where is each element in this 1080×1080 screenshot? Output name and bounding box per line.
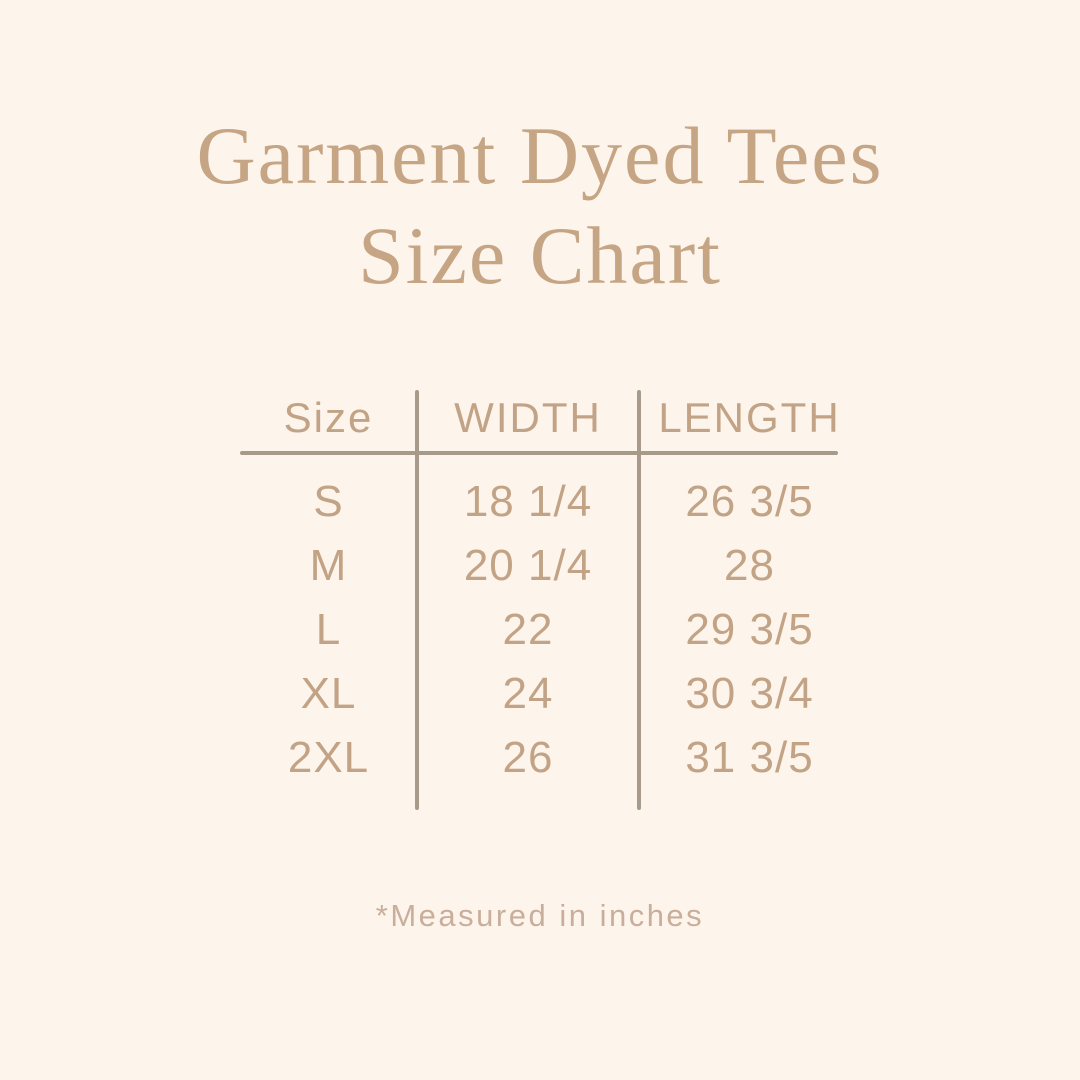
table-row: XL 24 30 3/4 bbox=[240, 662, 860, 726]
length-cell: 30 3/4 bbox=[685, 669, 814, 718]
table-body: S 18 1/4 26 3/5 M 20 1/4 28 L 22 29 3/5 … bbox=[240, 470, 860, 790]
width-cell: 20 1/4 bbox=[463, 541, 593, 590]
width-cell: 18 1/4 bbox=[463, 477, 593, 526]
length-cell: 29 3/5 bbox=[685, 605, 814, 654]
size-cell: L bbox=[315, 605, 342, 654]
width-cell: 22 bbox=[502, 605, 554, 654]
size-cell: M bbox=[309, 541, 348, 590]
measurement-footnote: *Measured in inches bbox=[375, 898, 705, 933]
column-header-width: WIDTH bbox=[454, 394, 602, 441]
table-row: M 20 1/4 28 bbox=[240, 534, 860, 598]
column-header-size: Size bbox=[283, 394, 374, 441]
length-cell: 28 bbox=[724, 541, 775, 590]
header-divider-line bbox=[240, 451, 838, 455]
length-cell: 31 3/5 bbox=[685, 733, 814, 782]
column-header-length: LENGTH bbox=[658, 394, 841, 441]
column-divider-line-1 bbox=[415, 390, 419, 810]
length-cell: 26 3/5 bbox=[685, 477, 814, 526]
page-title-line2: Size Chart bbox=[358, 210, 722, 301]
width-cell: 24 bbox=[502, 669, 554, 718]
size-cell: S bbox=[313, 477, 344, 526]
page-title-line1: Garment Dyed Tees bbox=[196, 110, 884, 201]
size-cell: XL bbox=[300, 669, 357, 718]
table-row: L 22 29 3/5 bbox=[240, 598, 860, 662]
table-header-row: Size WIDTH LENGTH bbox=[240, 385, 860, 451]
column-divider-line-2 bbox=[637, 390, 641, 810]
width-cell: 26 bbox=[502, 733, 554, 782]
page-title: Garment Dyed Tees Size Chart bbox=[0, 106, 1080, 306]
size-table: Size WIDTH LENGTH S 18 1/4 26 3/5 M 20 1… bbox=[240, 385, 860, 815]
table-row: 2XL 26 31 3/5 bbox=[240, 726, 860, 790]
size-cell: 2XL bbox=[287, 733, 370, 782]
table-row: S 18 1/4 26 3/5 bbox=[240, 470, 860, 534]
